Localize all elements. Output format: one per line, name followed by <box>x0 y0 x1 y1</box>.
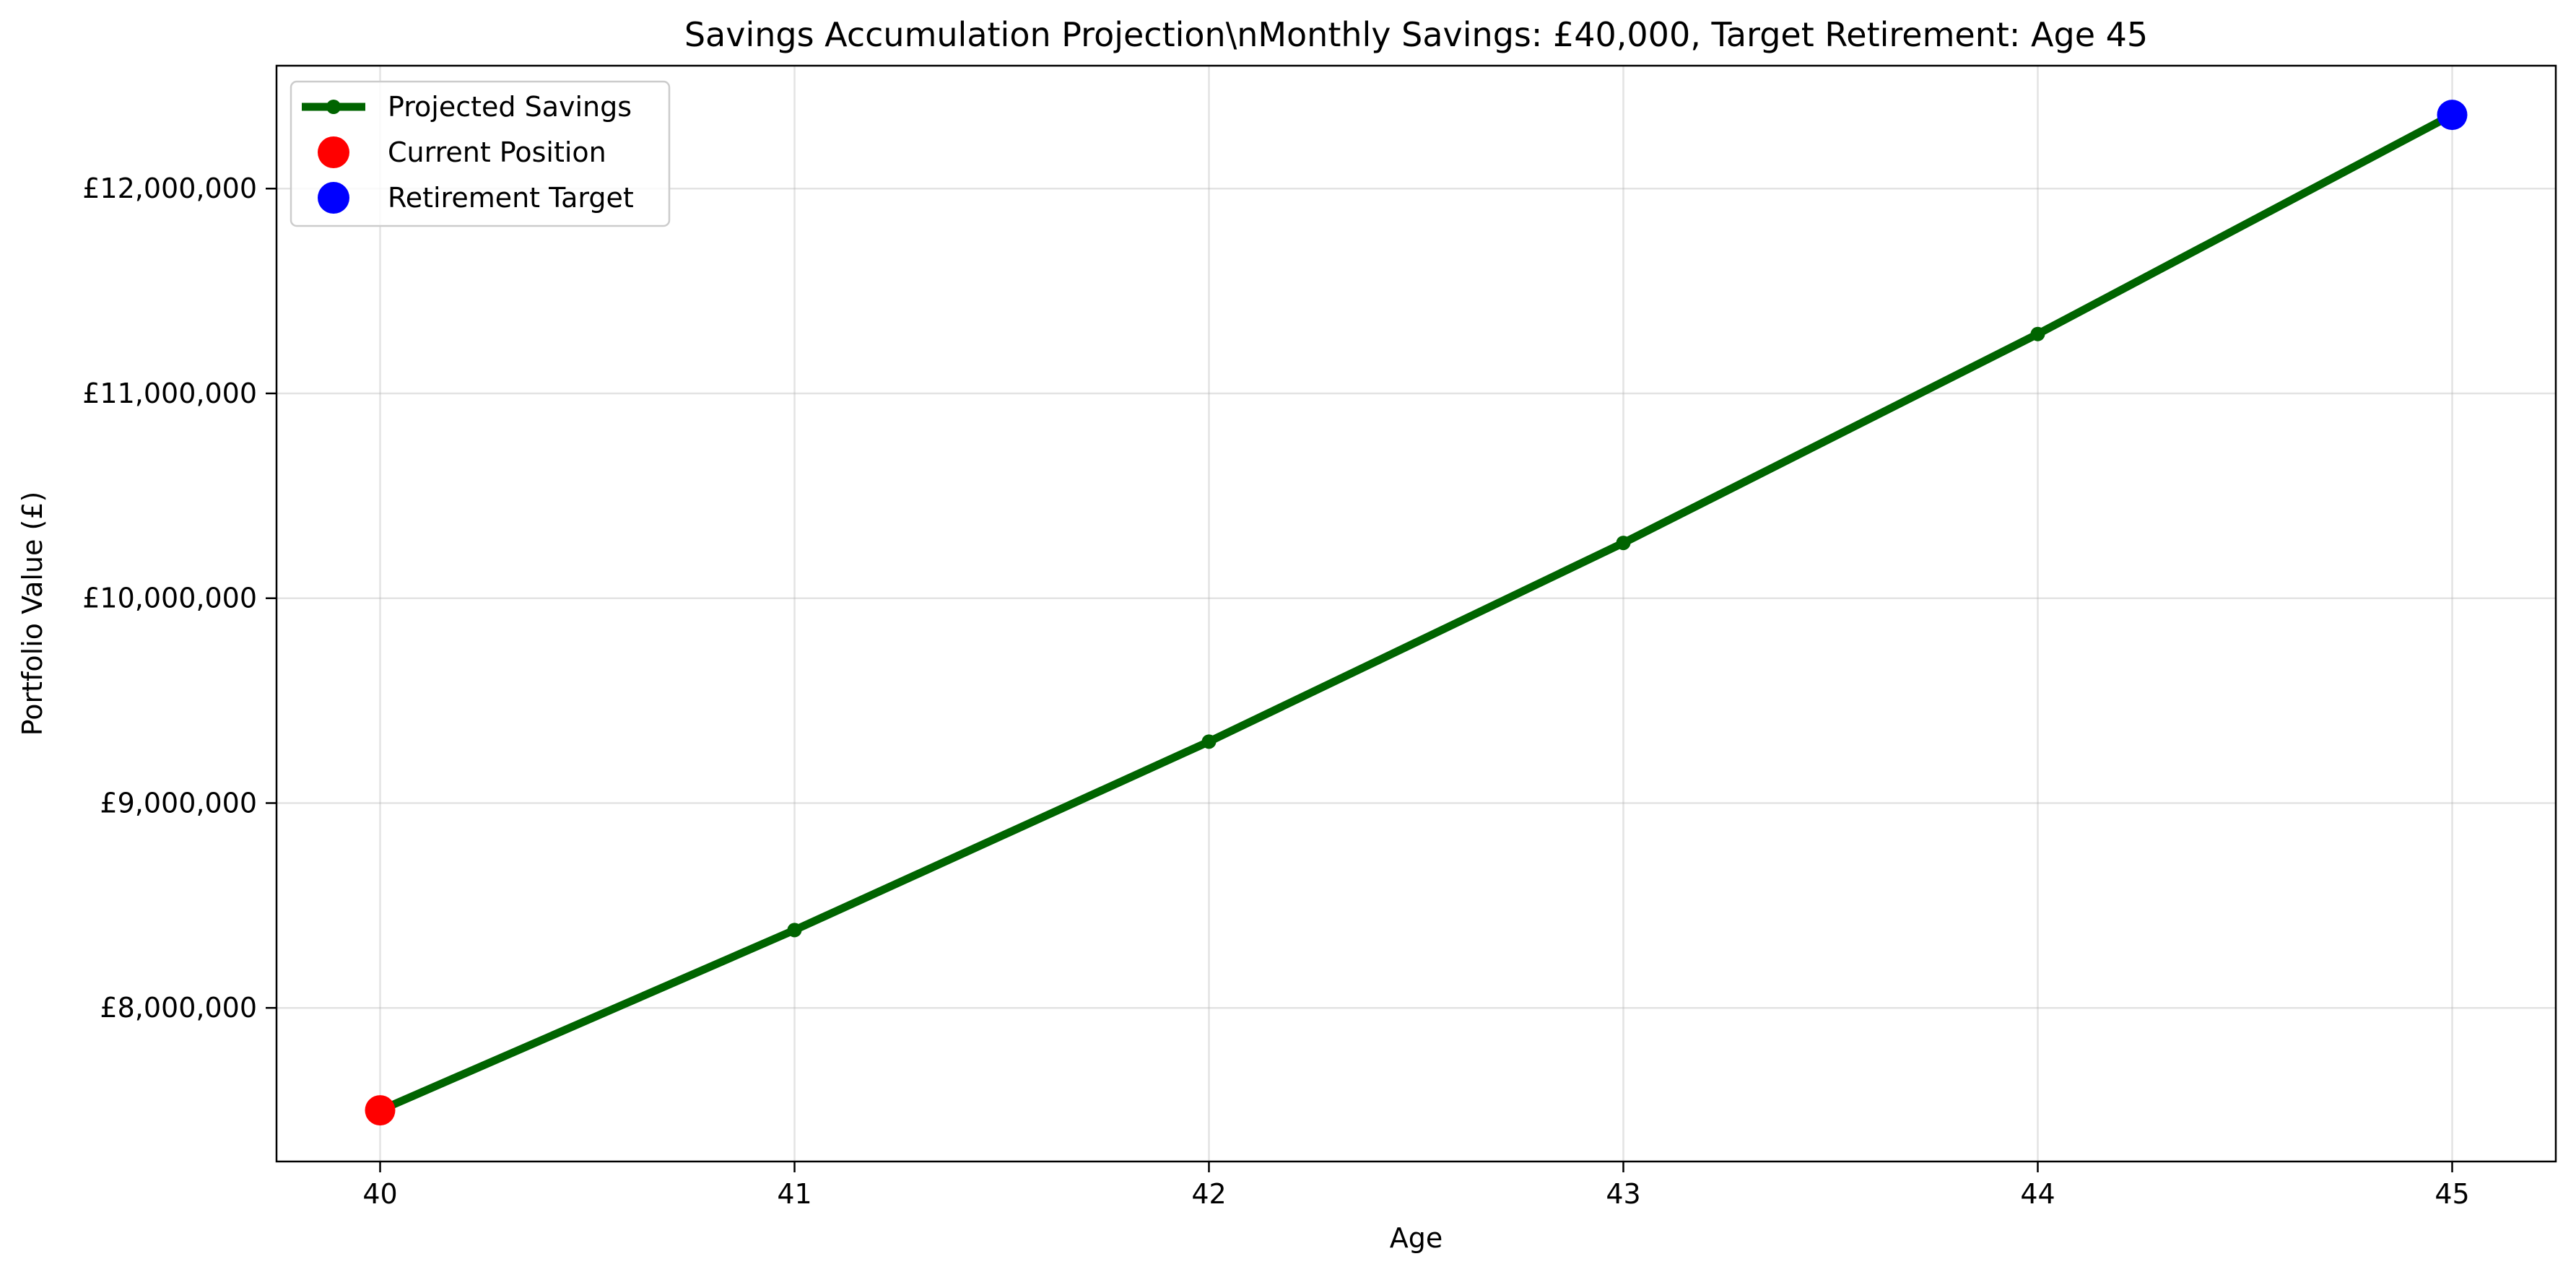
legend: Projected Savings Current Position Retirem… <box>290 80 671 227</box>
y-tick-label: £11,000,000 <box>82 378 257 409</box>
y-tick-label: £10,000,000 <box>82 583 257 614</box>
grid <box>277 66 2556 1161</box>
x-tick-label: 44 <box>2020 1178 2055 1210</box>
projected-savings-point <box>1616 536 1631 551</box>
plot-frame <box>275 64 2557 1163</box>
projected-savings-point <box>2030 326 2045 341</box>
plot-series <box>365 100 2468 1126</box>
projected-savings-line <box>375 109 2458 1116</box>
x-tick-label: 42 <box>1191 1178 1226 1210</box>
axis-ticks: 40 41 42 43 44 45 £8,000,000 £9,000,000 £10,000,… <box>82 173 2469 1210</box>
projected-savings-point <box>787 923 802 938</box>
projected-savings-point <box>1201 734 1217 749</box>
legend-marker-swatch <box>318 136 349 168</box>
chart-title: Savings Accumulation Projection\nMonthly… <box>684 15 2148 54</box>
x-axis-label: Age <box>1390 1222 1443 1254</box>
current-position-marker <box>365 1095 396 1126</box>
y-tick-label: £9,000,000 <box>100 787 257 819</box>
legend-label: Retirement Target <box>388 182 634 214</box>
y-axis-label: Portfolio Value (£) <box>17 492 48 736</box>
legend-point-swatch <box>326 100 341 114</box>
x-tick-label: 41 <box>777 1178 811 1210</box>
x-tick-label: 40 <box>362 1178 397 1210</box>
x-tick-label: 45 <box>2434 1178 2469 1210</box>
legend-label: Projected Savings <box>388 91 632 123</box>
retirement-target-marker <box>2437 100 2468 131</box>
legend-label: Current Position <box>388 136 606 168</box>
legend-box <box>290 80 671 227</box>
y-tick-label: £8,000,000 <box>100 992 257 1024</box>
y-tick-label: £12,000,000 <box>82 173 257 204</box>
legend-marker-swatch <box>318 182 349 214</box>
x-tick-label: 43 <box>1606 1178 1640 1210</box>
